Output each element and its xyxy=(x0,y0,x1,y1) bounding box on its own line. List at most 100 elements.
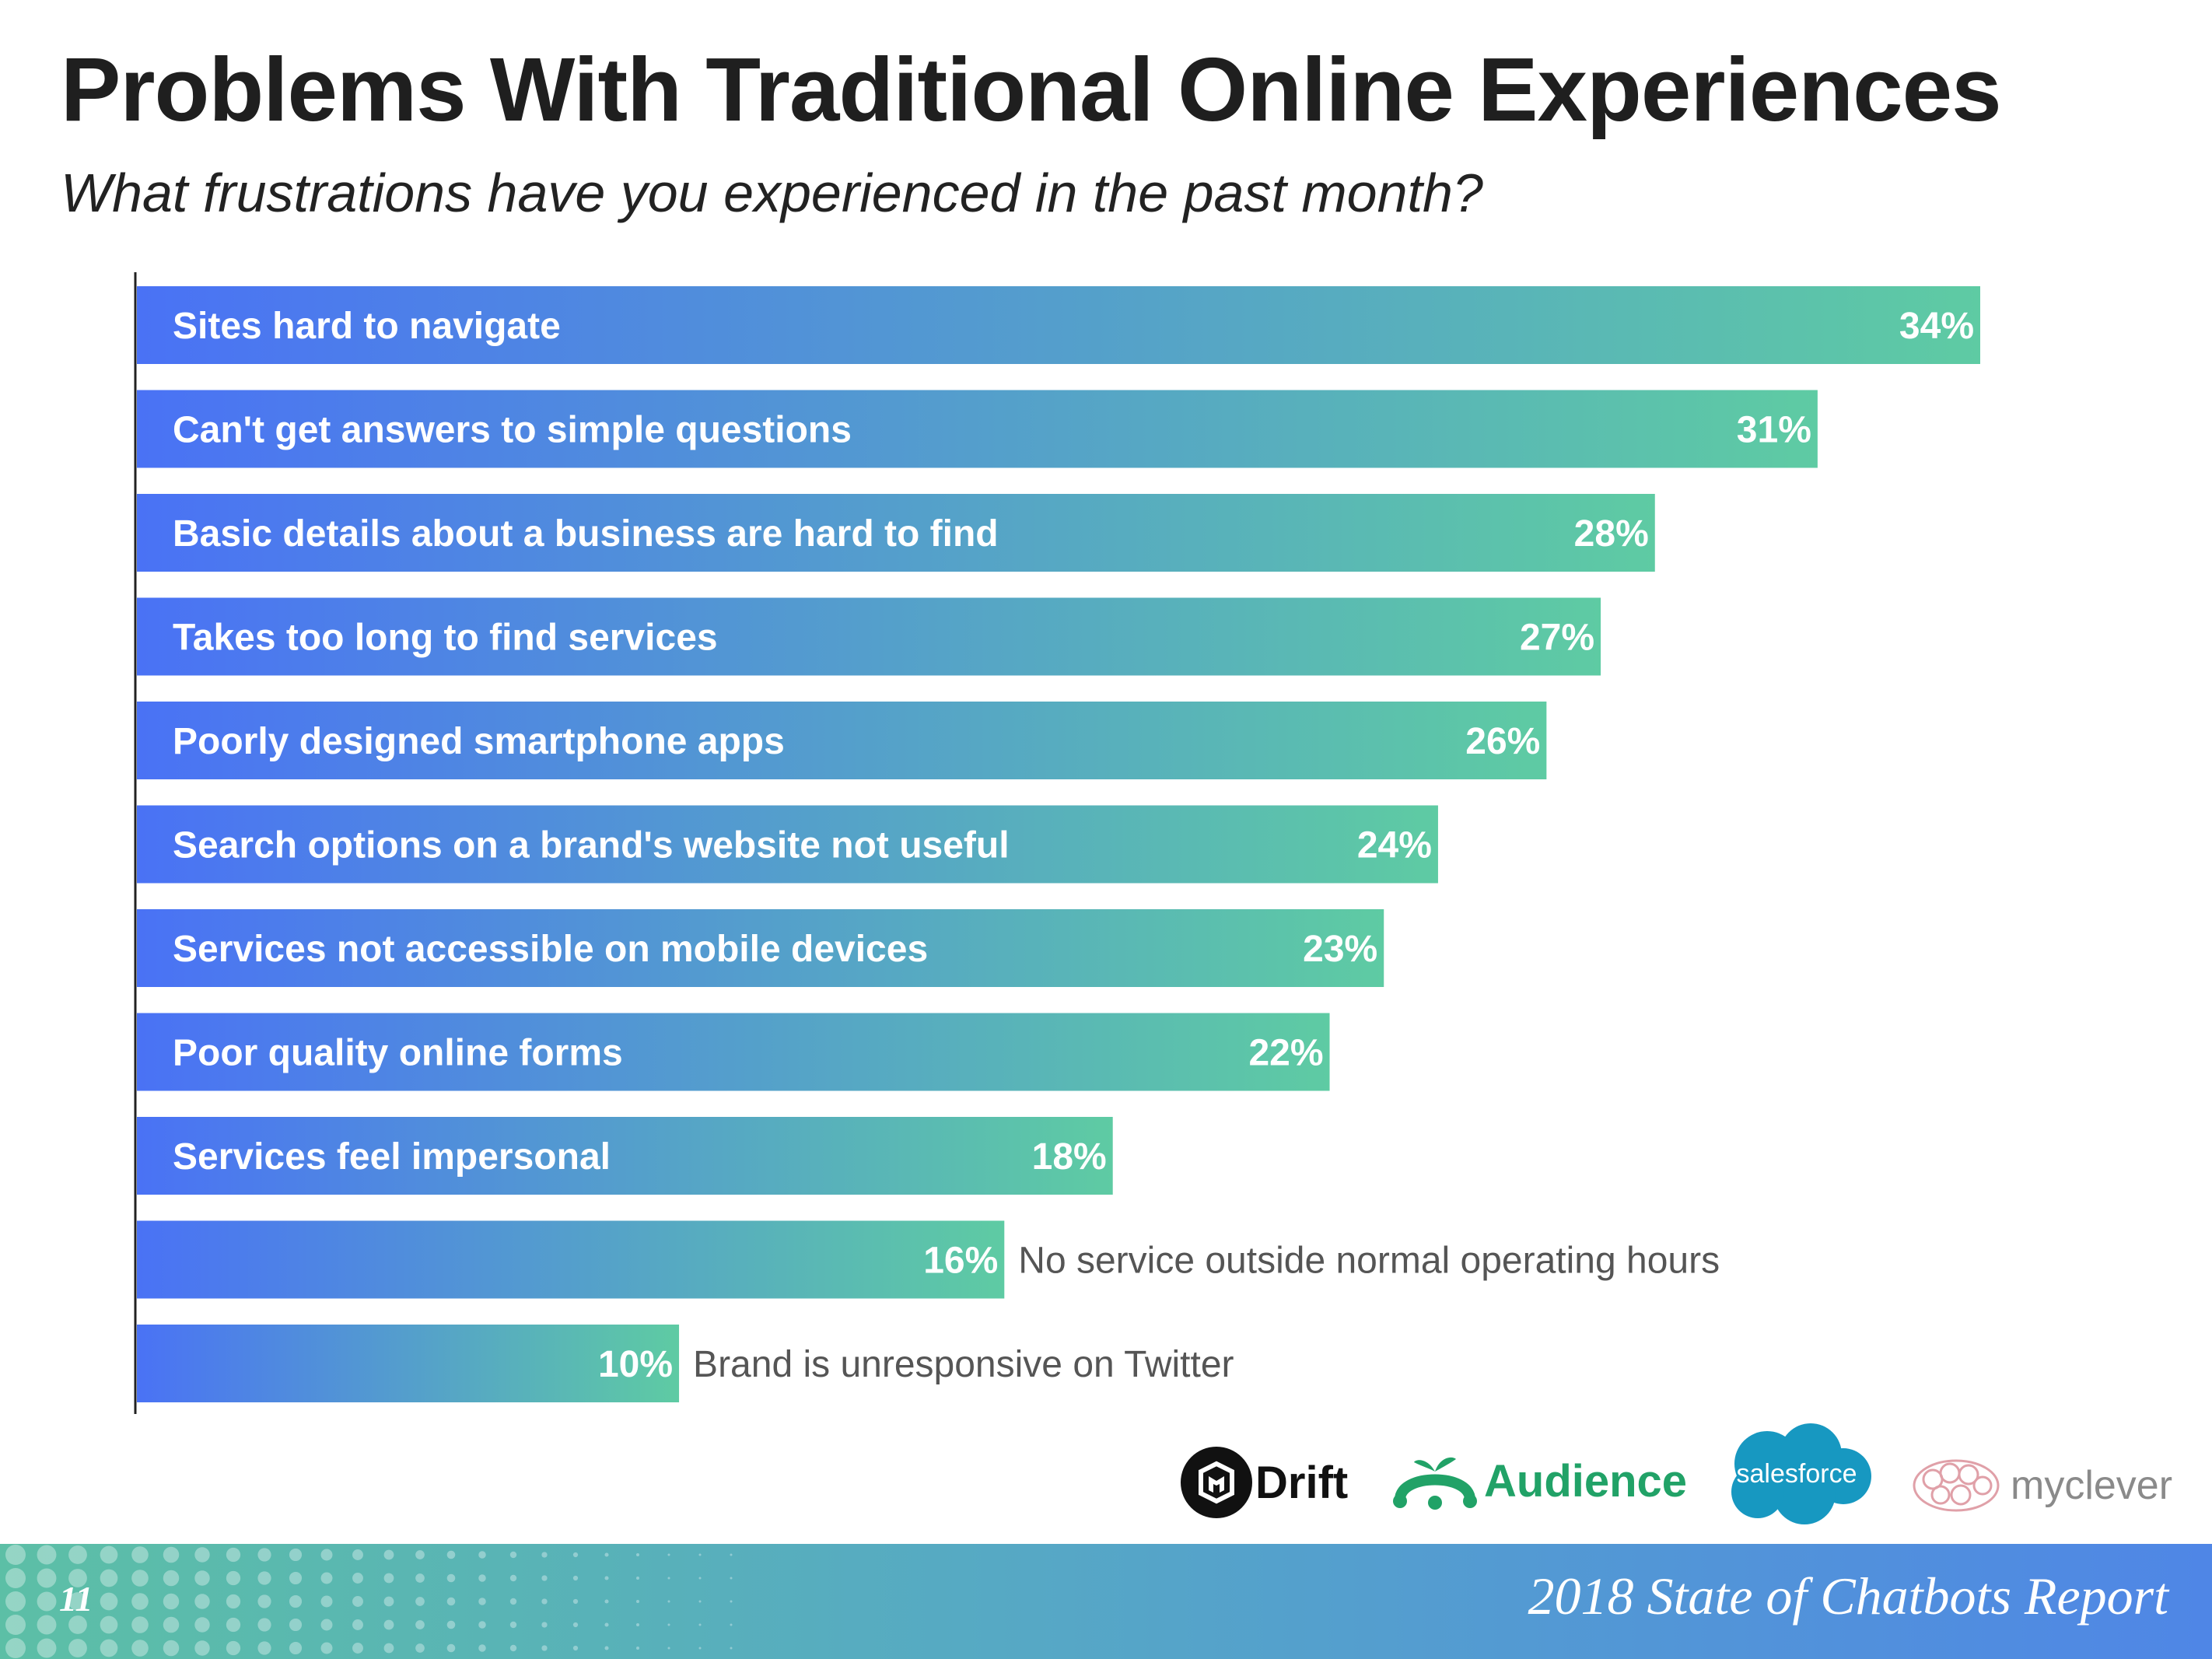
footer-dot xyxy=(68,1615,87,1634)
bar-8 xyxy=(137,1117,1113,1195)
footer-dot xyxy=(100,1615,118,1634)
footer-dot xyxy=(5,1568,26,1588)
footer-dot xyxy=(698,1600,702,1603)
footer-dot xyxy=(352,1619,363,1630)
salesforce-logo: salesforce xyxy=(1719,1416,1874,1532)
footer-dot xyxy=(572,1552,579,1558)
value-label-8: 18% xyxy=(1032,1136,1107,1178)
footer-dot xyxy=(100,1639,118,1657)
footer-dot xyxy=(730,1577,733,1580)
footer-dot xyxy=(131,1616,149,1633)
category-label-5: Search options on a brand's website not … xyxy=(173,825,1010,866)
footer-dot xyxy=(415,1550,425,1559)
footer-dot xyxy=(37,1568,57,1588)
footer-dot xyxy=(446,1573,456,1583)
footer-dot xyxy=(509,1574,517,1582)
audience-logo: Audience xyxy=(1392,1450,1687,1512)
footer-dot xyxy=(5,1545,26,1565)
footer-dot xyxy=(37,1545,57,1565)
footer-dot xyxy=(667,1577,670,1580)
footer-dot xyxy=(478,1574,486,1582)
audience-sprout-icon xyxy=(1393,1457,1477,1510)
category-label-6: Services not accessible on mobile device… xyxy=(173,929,928,970)
page-title: Problems With Traditional Online Experie… xyxy=(61,39,2002,140)
footer-dot xyxy=(257,1571,271,1585)
footer-dot xyxy=(730,1647,733,1650)
footer-dot xyxy=(667,1647,670,1650)
bar-1 xyxy=(137,390,1818,468)
footer-dot xyxy=(446,1643,456,1653)
footer-dot xyxy=(509,1644,517,1652)
footer-dot xyxy=(68,1545,87,1564)
footer-dot xyxy=(446,1597,456,1606)
footer-dot xyxy=(478,1621,486,1629)
category-label-2: Basic details about a business are hard … xyxy=(173,513,999,555)
bar-chart: 34% Sites hard to navigate 31% Can't get an… xyxy=(134,272,1980,1414)
footer-dot xyxy=(5,1638,26,1658)
value-label-3: 27% xyxy=(1520,618,1594,659)
footer-dot xyxy=(131,1593,149,1610)
bar-5 xyxy=(137,805,1438,884)
salesforce-cloud-icon xyxy=(1731,1423,1871,1524)
category-label-4: Poorly designed smartphone apps xyxy=(173,721,785,762)
partner-logos: Drift Audience salesforce xyxy=(0,1416,2212,1540)
footer-dot xyxy=(37,1615,57,1635)
bar-6 xyxy=(137,909,1384,987)
footer-dot xyxy=(478,1644,486,1652)
footer-dot xyxy=(636,1553,639,1556)
footer-dot xyxy=(604,1599,609,1604)
salesforce-logo-text: salesforce xyxy=(1736,1458,1857,1489)
footer-dot xyxy=(352,1596,363,1607)
drift-logo-text: Drift xyxy=(1255,1457,1349,1508)
footer-dot xyxy=(383,1573,394,1584)
footer-dot xyxy=(131,1570,149,1587)
footer-dot xyxy=(320,1642,333,1654)
page-subtitle: What frustrations have you experienced i… xyxy=(61,163,1483,223)
footer-dot xyxy=(509,1621,517,1629)
footer-dot xyxy=(478,1598,486,1605)
footer-dot xyxy=(636,1647,639,1650)
category-label-10: Brand is unresponsive on Twitter xyxy=(693,1344,1234,1385)
bar-3 xyxy=(137,597,1601,676)
footer-dot xyxy=(541,1575,548,1581)
footer-dot xyxy=(100,1569,118,1587)
footer-dot xyxy=(604,1622,609,1627)
footer-dot xyxy=(604,1646,609,1650)
footer-dot-pattern xyxy=(5,1545,733,1658)
footer-dot xyxy=(226,1570,241,1586)
category-label-1: Can't get answers to simple questions xyxy=(173,410,852,451)
footer-dot xyxy=(667,1600,670,1603)
footer-dot xyxy=(68,1639,87,1657)
myclever-logo-text: myclever xyxy=(2011,1463,2173,1508)
footer-dot xyxy=(257,1594,271,1608)
footer-dot xyxy=(730,1623,733,1626)
category-label-3: Takes too long to find services xyxy=(173,618,718,659)
footer-dot xyxy=(163,1640,180,1657)
footer-dot xyxy=(352,1573,363,1584)
footer-dot xyxy=(636,1577,639,1580)
footer-dot xyxy=(257,1548,271,1562)
footer-dot xyxy=(352,1643,363,1654)
footer-dot xyxy=(572,1575,579,1581)
footer-dot xyxy=(698,1647,702,1650)
footer-dot xyxy=(446,1620,456,1629)
footer-dot xyxy=(194,1640,210,1656)
page-number: 11 xyxy=(59,1579,93,1619)
value-label-6: 23% xyxy=(1303,929,1377,970)
footer-dot xyxy=(257,1641,271,1655)
bar-9 xyxy=(137,1220,1005,1299)
footer-dot xyxy=(604,1552,609,1557)
footer-dot xyxy=(415,1643,425,1653)
value-label-9: 16% xyxy=(923,1241,998,1282)
footer-dot xyxy=(730,1553,733,1556)
footer-dot xyxy=(383,1619,394,1630)
footer-dot xyxy=(541,1598,548,1605)
audience-logo-text: Audience xyxy=(1484,1455,1688,1507)
footer-dot xyxy=(68,1592,87,1611)
bar-0 xyxy=(137,286,1980,364)
footer-dot xyxy=(163,1570,180,1587)
footer-dot xyxy=(667,1623,670,1626)
footer-dot xyxy=(194,1617,210,1633)
footer-dot xyxy=(320,1549,333,1561)
report-title: 2018 State of Chatbots Report xyxy=(1528,1566,2168,1626)
